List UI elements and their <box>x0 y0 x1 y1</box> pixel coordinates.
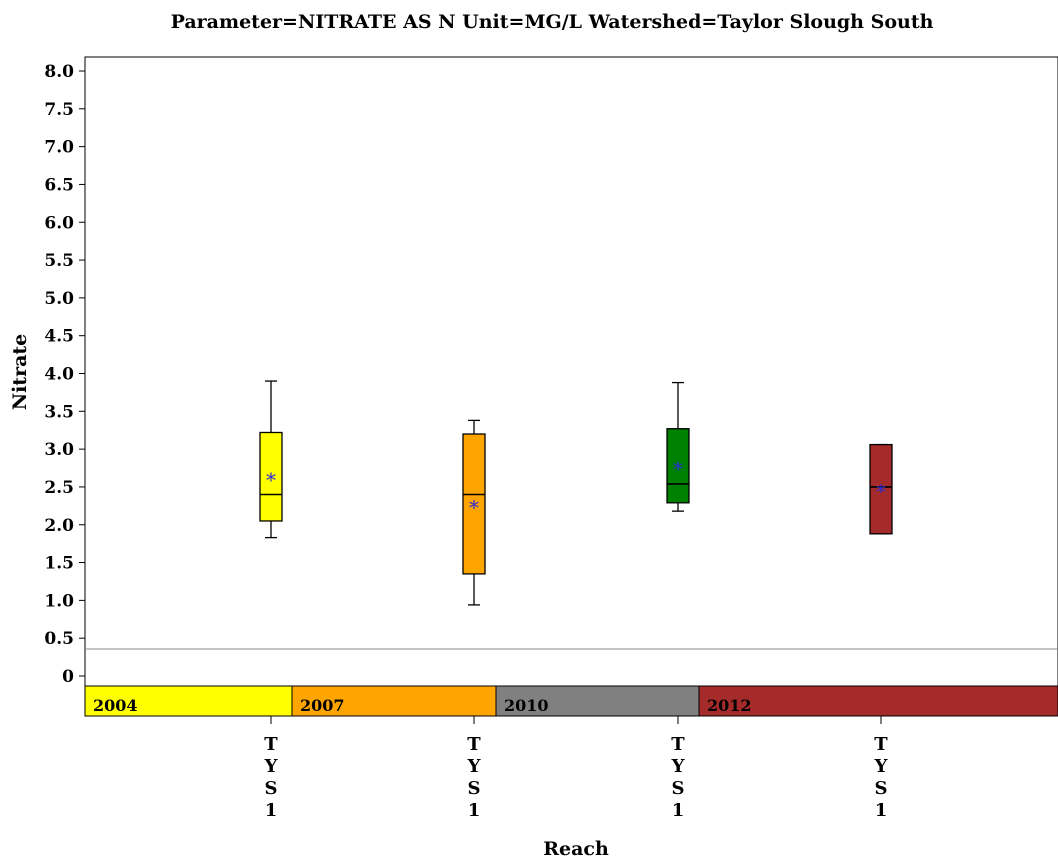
x-tick-label-char: T <box>264 734 278 755</box>
x-tick-label-char: S <box>265 778 278 799</box>
legend-label-2004: 2004 <box>93 696 138 715</box>
y-tick-label: 6.0 <box>44 213 74 233</box>
box-2004: * <box>259 380 283 539</box>
box-2010: * <box>666 381 690 512</box>
x-tick-label-char: S <box>468 778 481 799</box>
plot-frame <box>84 56 1058 717</box>
y-tick-label: 7.0 <box>44 138 74 158</box>
x-tick-label-char: 1 <box>468 800 481 821</box>
box-2007: * <box>462 419 486 606</box>
boxes-group: * * * * <box>259 380 893 606</box>
x-tick-label-char: 1 <box>875 800 888 821</box>
y-tick-label: 1.5 <box>44 554 74 574</box>
y-tick-label: 1.0 <box>44 591 74 611</box>
y-tick-label: 3.0 <box>44 440 74 460</box>
legend-label-2010: 2010 <box>504 696 549 715</box>
y-tick-label: 5.5 <box>44 251 74 271</box>
y-tick-label: 0 <box>62 667 74 687</box>
mean-marker: * <box>469 495 479 519</box>
box-iqr <box>462 433 486 575</box>
y-axis-label: Nitrate <box>9 334 31 411</box>
x-tick-label-char: S <box>672 778 685 799</box>
chart-title: Parameter=NITRATE AS N Unit=MG/L Watersh… <box>171 11 934 33</box>
x-axis-label: Reach <box>543 838 609 860</box>
x-tick-label-char: T <box>467 734 481 755</box>
y-tick-label: 2.0 <box>44 516 74 536</box>
x-tick-label-char: 1 <box>672 800 685 821</box>
y-tick-label: 6.5 <box>44 175 74 195</box>
y-tick-label: 4.0 <box>44 365 74 385</box>
legend-label-2007: 2007 <box>300 696 345 715</box>
legend-swatch-2007 <box>291 685 497 717</box>
mean-marker: * <box>266 468 276 492</box>
y-tick-label: 2.5 <box>44 478 74 498</box>
x-tick-label-char: 1 <box>265 800 278 821</box>
legend-label-2012: 2012 <box>707 696 752 715</box>
x-tick-label-char: Y <box>874 756 889 777</box>
legend-swatch-2012 <box>698 685 1058 717</box>
y-tick-label: 4.5 <box>44 327 74 347</box>
mean-marker: * <box>876 479 886 503</box>
year-legend: 2004 2007 2010 2012 <box>84 685 1058 717</box>
y-tick-label: 8.0 <box>44 62 74 82</box>
mean-marker: * <box>673 457 683 481</box>
box-iqr <box>869 443 893 535</box>
box-iqr <box>259 431 283 522</box>
y-tick-label: 0.5 <box>44 629 74 649</box>
x-tick-label-char: S <box>875 778 888 799</box>
y-axis-ticks: 0 0.5 1.0 1.5 2.0 2.5 3.0 3.5 4.0 4.5 5.0 5.5 6.0 6.5… <box>44 62 85 687</box>
x-tick-label-char: Y <box>264 756 279 777</box>
x-tick-label-char: Y <box>671 756 686 777</box>
x-tick-label-char: Y <box>467 756 482 777</box>
x-tick-label-char: T <box>671 734 685 755</box>
x-tick-label-char: T <box>874 734 888 755</box>
y-tick-label: 3.5 <box>44 402 74 422</box>
box-2012: * <box>869 443 893 535</box>
y-tick-label: 7.5 <box>44 100 74 120</box>
y-tick-label: 5.0 <box>44 289 74 309</box>
